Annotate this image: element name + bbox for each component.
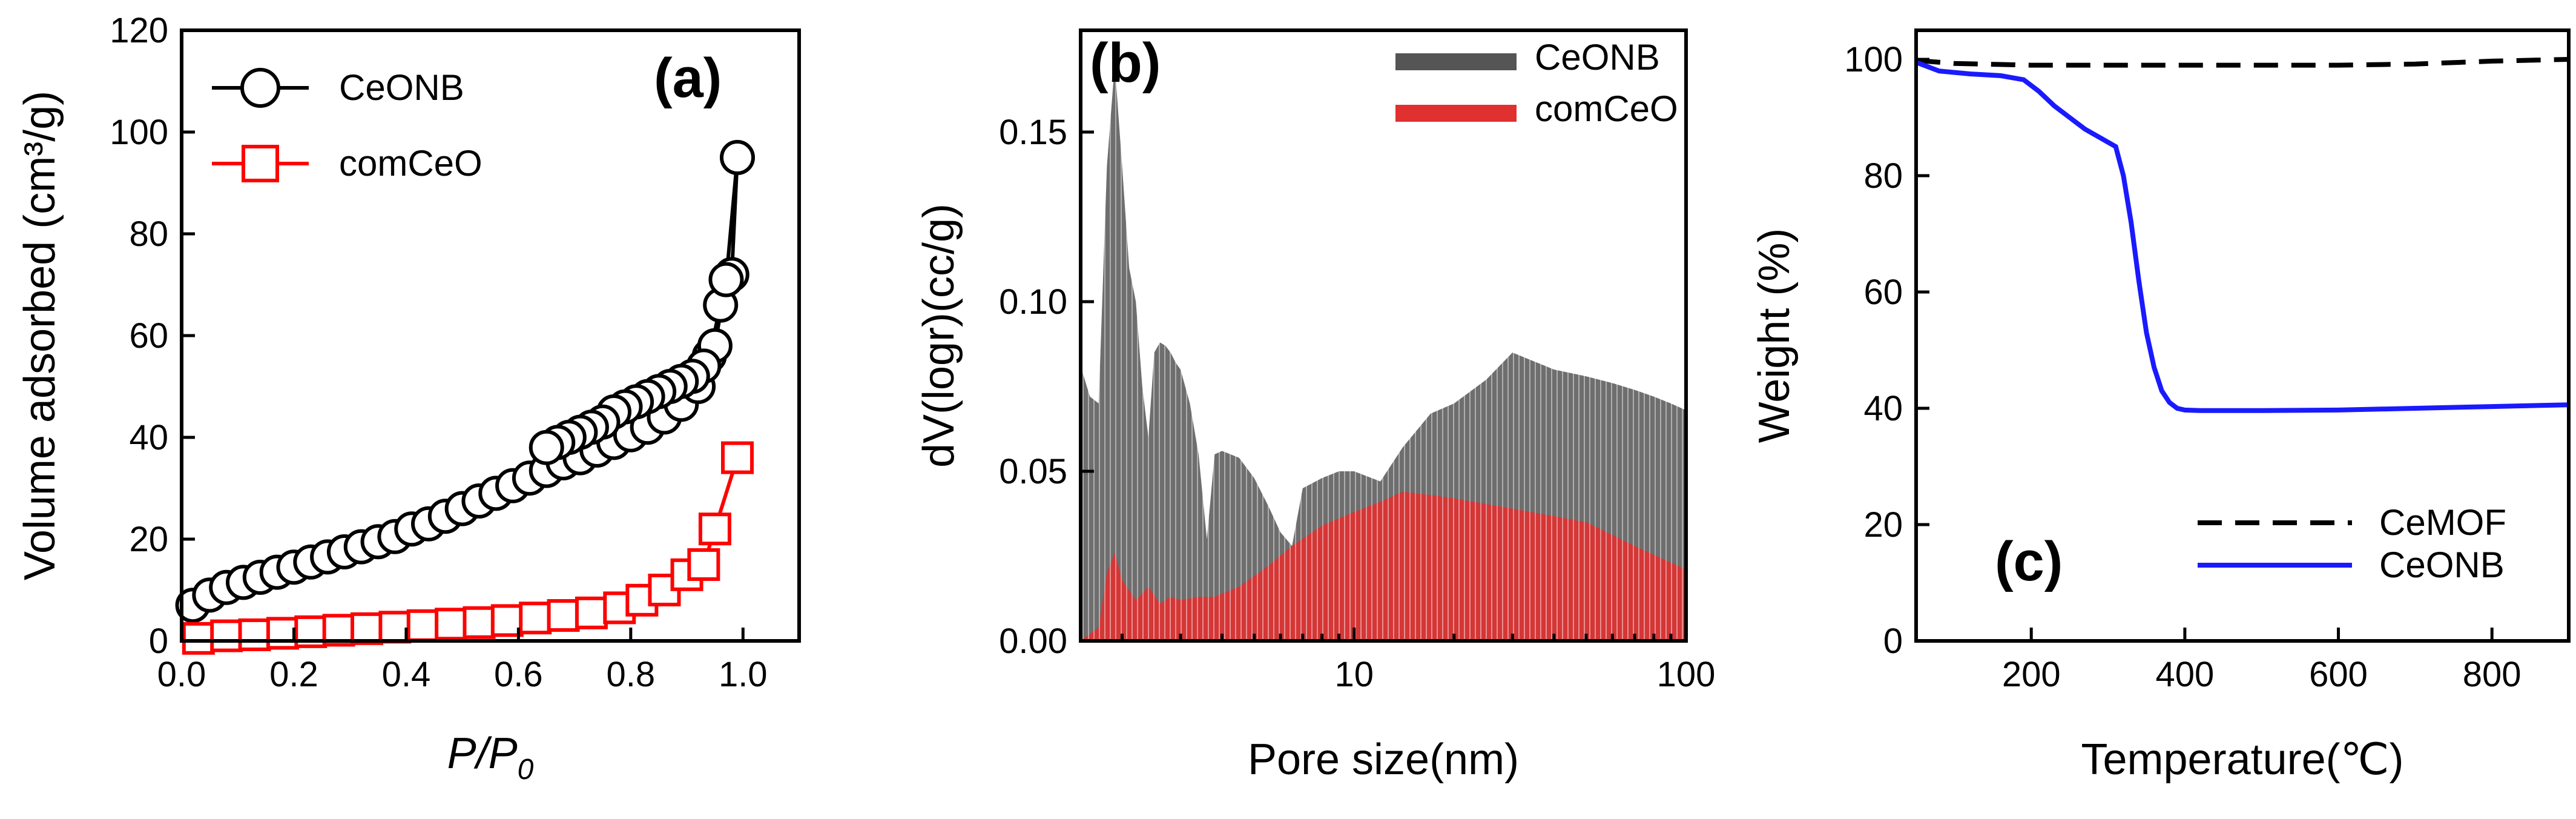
legend-swatch — [1395, 53, 1517, 70]
data-point-comCeO — [721, 441, 754, 474]
y-tick-label: 0.15 — [999, 113, 1067, 152]
data-point-comCeO — [687, 548, 720, 581]
legend-label: CeONB — [339, 67, 464, 108]
y-tick-label: 0.00 — [999, 622, 1067, 661]
y-tick-label: 60 — [1863, 273, 1903, 312]
plot-frame — [1914, 28, 2571, 643]
x-tick-label: 400 — [2155, 655, 2214, 694]
x-tick-label: 0.8 — [606, 655, 655, 694]
y-tick-label: 0.05 — [999, 452, 1067, 491]
area-series-CeONB — [1081, 64, 1686, 641]
data-point-comCeO — [238, 618, 271, 651]
legend-swatch — [1395, 105, 1517, 122]
legend-label: comCeO — [339, 143, 483, 184]
chart-panel-b: 10 100 0.00 0.05 0.10 0.15 Pore size(nm) dV(log… — [915, 28, 1716, 784]
x-axis-title-sub: 0 — [518, 754, 534, 786]
y-tick-label: 0 — [149, 622, 168, 661]
x-tick-label: 100 — [1657, 655, 1716, 694]
y-tick-label: 80 — [129, 214, 168, 254]
y-tick-label: 0.10 — [999, 282, 1067, 322]
x-tick-label: 1.0 — [719, 655, 768, 694]
legend-entry-comCeO: comCeO — [212, 143, 483, 184]
legend-entry-comCeO: comCeO — [1395, 88, 1678, 129]
x-tick-label: 200 — [2002, 655, 2061, 694]
y-tick-label: 100 — [1844, 40, 1903, 79]
x-tick-label: 800 — [2463, 655, 2522, 694]
y-tick-label: 20 — [1863, 505, 1903, 545]
plot-area — [175, 140, 755, 655]
legend-marker — [242, 145, 279, 182]
line-series-CeONB — [1915, 60, 2569, 413]
chart-panel-a: 0.0 0.2 0.4 0.6 0.8 1.0020406080100120P/P0Vol… — [16, 11, 801, 786]
legend-label: CeONB — [2379, 545, 2505, 585]
y-tick-label: 100 — [110, 113, 168, 152]
x-axis-title: Temperature(℃) — [2081, 735, 2403, 784]
data-point-comCeO — [547, 599, 580, 632]
y-axis-title: Volume adsorbed (cm³/g) — [16, 91, 64, 580]
x-tick-label: 0.2 — [269, 655, 318, 694]
data-point-comCeO — [435, 608, 468, 641]
area-series-comCeO — [1081, 491, 1686, 641]
legend-label: CeONB — [1535, 37, 1660, 78]
data-point-comCeO — [210, 619, 243, 652]
x-tick-label: 0.0 — [157, 655, 206, 694]
legend-entry-CeONB: CeONB — [2198, 545, 2505, 585]
x-axis-title-main: P/P — [447, 729, 518, 778]
y-tick-label: 80 — [1863, 156, 1903, 196]
data-point-comCeO — [698, 512, 731, 546]
panel-label: (a) — [654, 47, 722, 109]
legend-label: CeMOF — [2379, 502, 2506, 543]
area-hatch — [1082, 30, 1683, 641]
plot-frame — [1079, 28, 1688, 643]
legend-entry-CeONB: CeONB — [1395, 37, 1660, 78]
x-axis-title: Pore size(nm) — [1248, 735, 1519, 784]
panel-label: (c) — [1995, 531, 2063, 592]
data-point-comCeO — [463, 606, 496, 639]
x-tick-label: 10 — [1334, 655, 1374, 694]
plot-area — [1915, 57, 2569, 413]
y-tick-label: 20 — [129, 520, 168, 559]
plot-area — [1081, 30, 1686, 641]
y-tick-label: 120 — [110, 11, 168, 50]
y-tick-label: 40 — [1863, 389, 1903, 428]
x-tick-label: 600 — [2309, 655, 2368, 694]
y-tick-label: 0 — [1883, 622, 1903, 661]
data-point-comCeO — [490, 604, 524, 637]
data-point-comCeO — [182, 622, 215, 655]
panel-label: (b) — [1090, 32, 1161, 94]
legend-label: comCeO — [1535, 88, 1678, 129]
line-series-CeMOF — [1916, 57, 2569, 68]
legend-marker — [240, 68, 280, 108]
data-point-comCeO — [519, 602, 552, 635]
x-tick-label: 0.6 — [494, 655, 543, 694]
y-tick-label: 60 — [129, 316, 168, 356]
data-point-CeONB — [708, 262, 744, 297]
data-point-CeONB — [529, 429, 564, 465]
legend-entry-CeONB: CeONB — [212, 67, 464, 108]
legend-entry-CeMOF: CeMOF — [2198, 502, 2506, 543]
y-tick-label: 40 — [129, 418, 168, 457]
x-axis-title: P/P0 — [447, 729, 534, 786]
data-point-CeONB — [720, 140, 755, 175]
chart-panel-c: 200 400 600 800 0 20 40 60 80 100 Temperature(℃) We… — [1750, 28, 2571, 784]
x-tick-label: 0.4 — [382, 655, 431, 694]
data-point-comCeO — [351, 612, 383, 645]
y-axis-title: dV(logr)(cc/g) — [915, 204, 963, 468]
y-axis-title: Weight (%) — [1750, 228, 1799, 443]
data-point-comCeO — [575, 596, 608, 629]
data-point-comCeO — [406, 609, 440, 642]
